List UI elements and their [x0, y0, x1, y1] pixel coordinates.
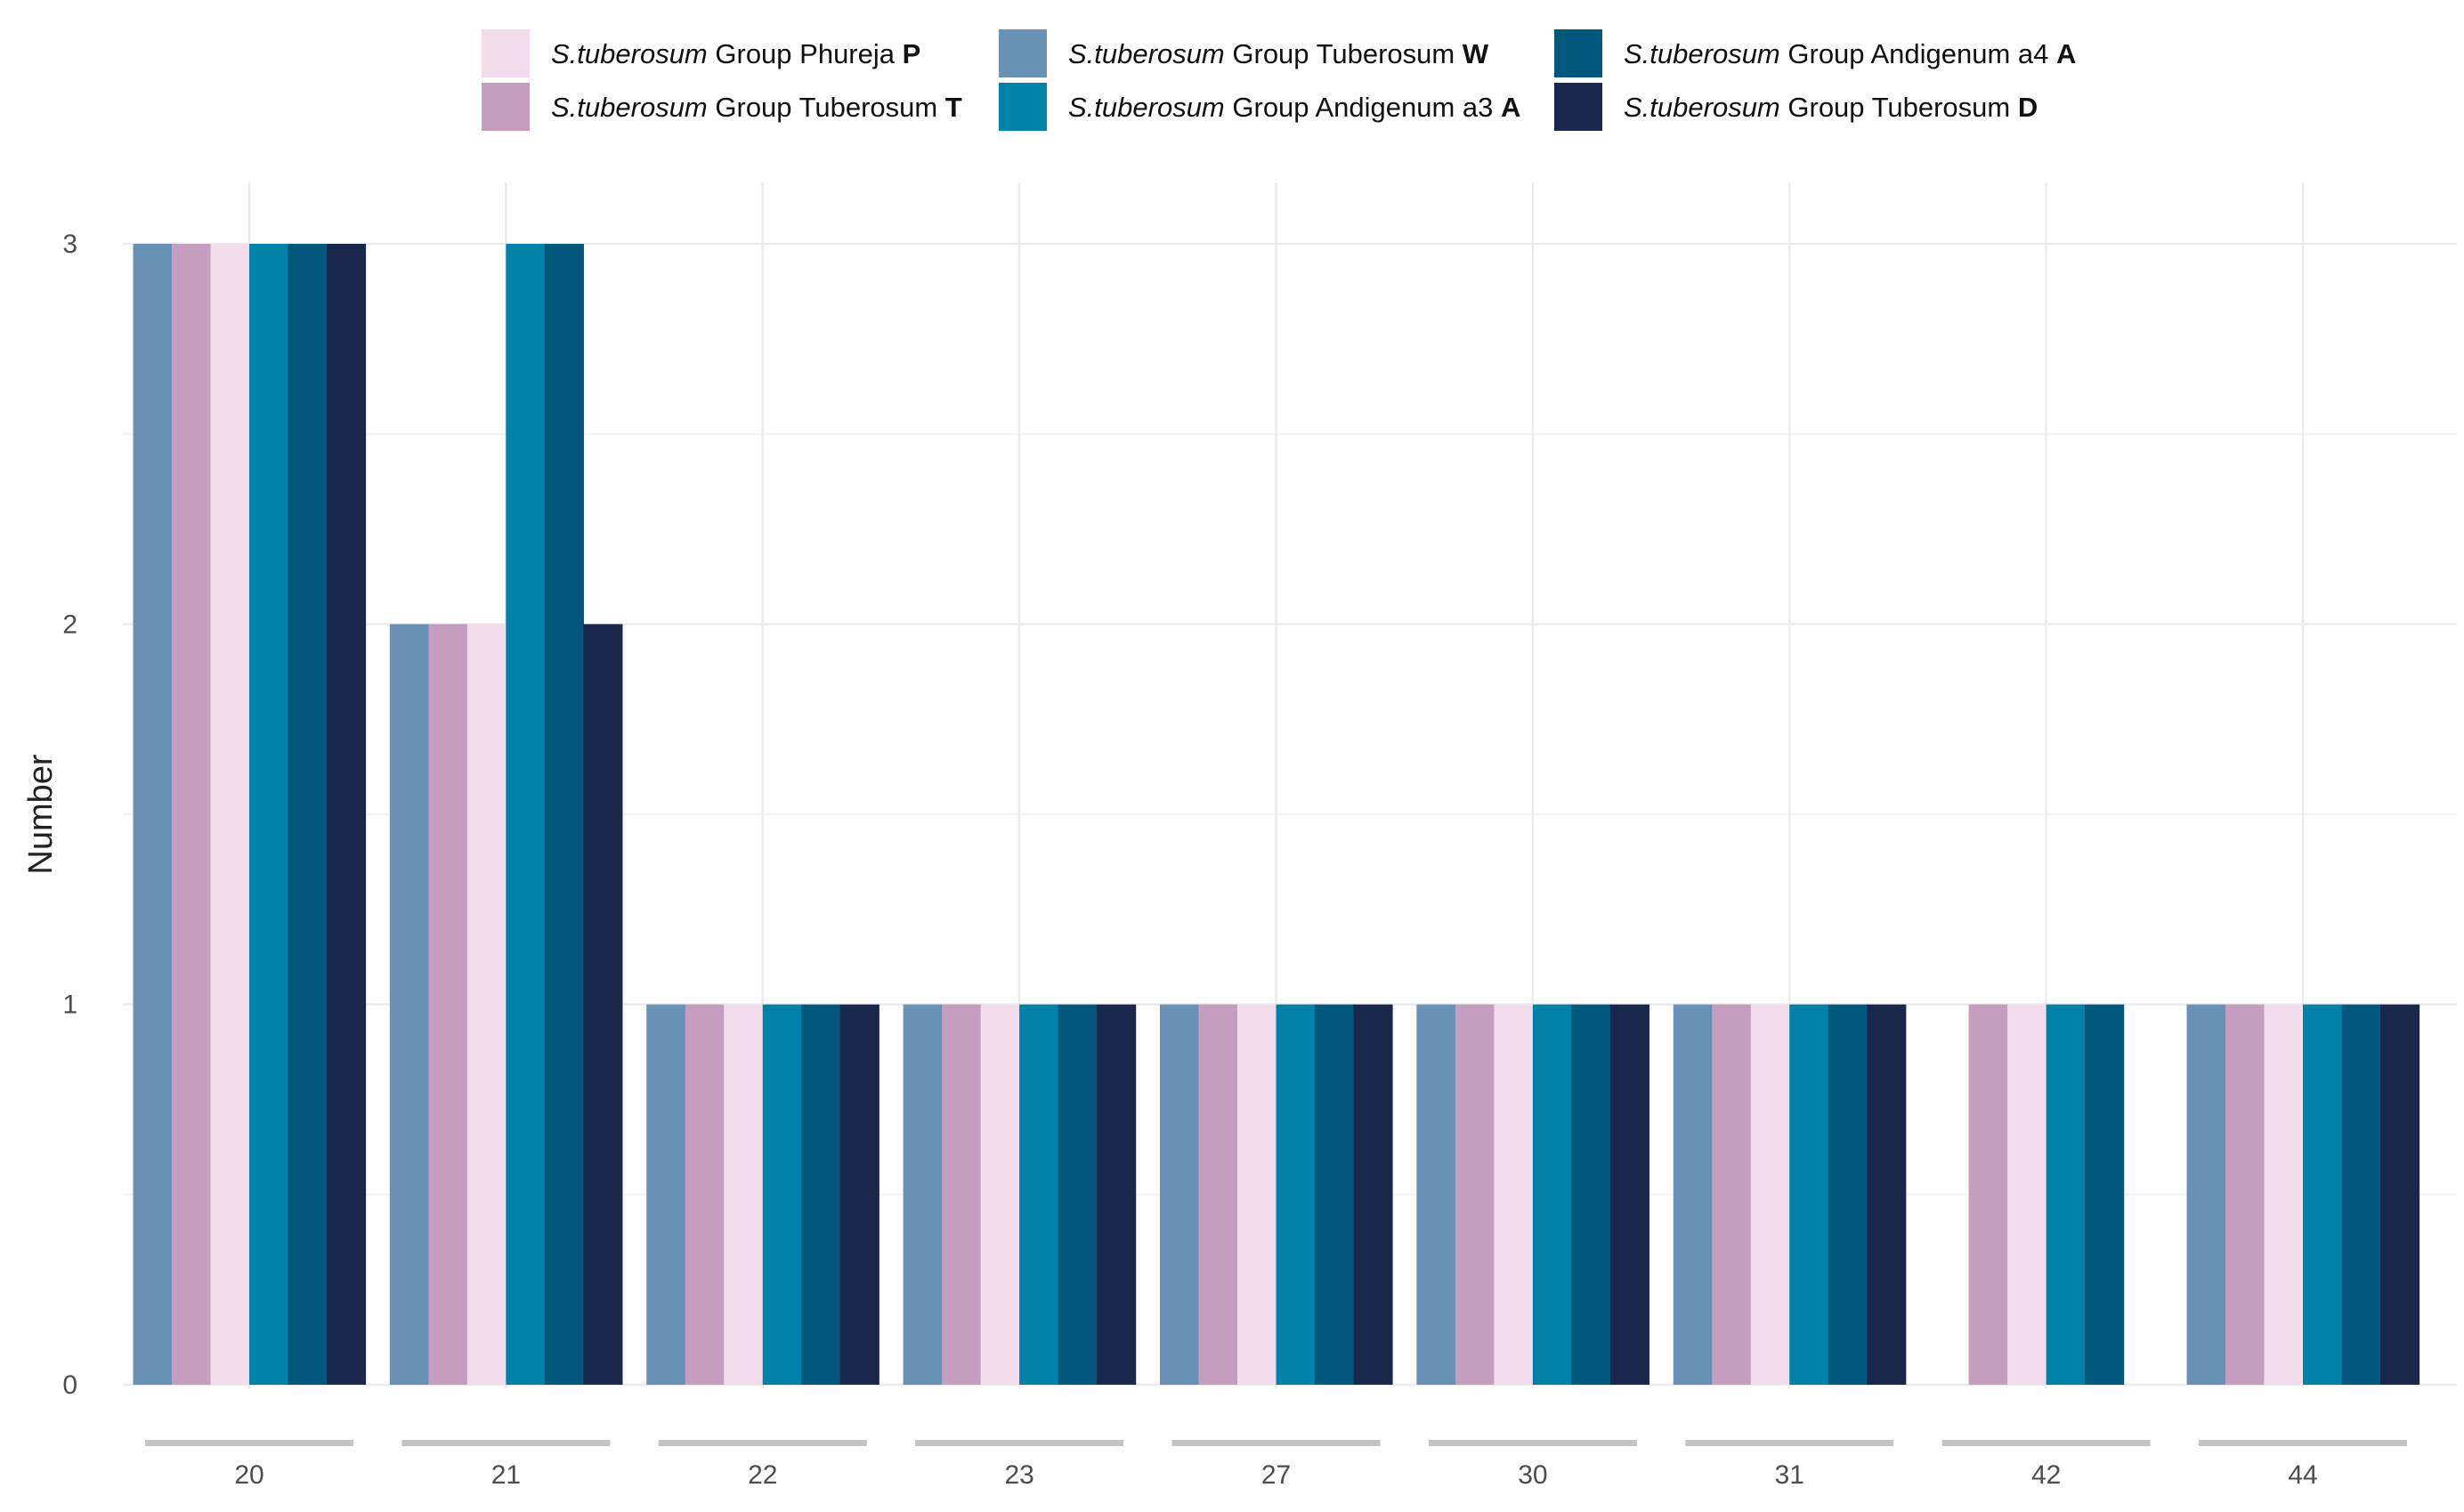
bar-D-44 — [2380, 1004, 2420, 1385]
bar-W-22 — [646, 1004, 686, 1385]
x-tick-label: 42 — [2031, 1460, 2061, 1490]
legend-key-P — [482, 29, 530, 77]
bar-A4-21 — [544, 244, 584, 1385]
bar-D-20 — [327, 244, 367, 1385]
bar-A4-22 — [801, 1004, 841, 1385]
x-category-bracket — [145, 1440, 353, 1446]
bar-P-22 — [724, 1004, 764, 1385]
bar-A4-27 — [1315, 1004, 1355, 1385]
x-tick-label: 44 — [2288, 1460, 2317, 1490]
bar-P-42 — [2007, 1004, 2047, 1385]
y-tick-label: 0 — [62, 1371, 77, 1400]
bar-W-20 — [133, 244, 173, 1385]
bar-W-30 — [1416, 1004, 1456, 1385]
bar-P-30 — [1494, 1004, 1534, 1385]
bar-A3-20 — [249, 244, 289, 1385]
bar-W-31 — [1673, 1004, 1713, 1385]
bar-A4-42 — [2085, 1004, 2125, 1385]
bar-P-23 — [980, 1004, 1020, 1385]
x-tick-label: 30 — [1518, 1460, 1547, 1490]
bar-T-23 — [942, 1004, 982, 1385]
x-tick-label: 31 — [1775, 1460, 1804, 1490]
x-category-bracket — [915, 1440, 1124, 1446]
bar-W-27 — [1160, 1004, 1200, 1385]
x-tick-label: 20 — [234, 1460, 263, 1490]
bar-P-21 — [466, 624, 507, 1385]
bar-T-31 — [1712, 1004, 1752, 1385]
legend-key-D — [1554, 83, 1602, 131]
x-category-bracket — [401, 1440, 611, 1446]
legend-key-T — [482, 83, 530, 131]
bar-A4-20 — [288, 244, 328, 1385]
bar-P-44 — [2264, 1004, 2304, 1385]
bar-D-21 — [583, 624, 623, 1385]
bar-A3-31 — [1789, 1004, 1829, 1385]
bar-D-22 — [839, 1004, 879, 1385]
y-axis-title: Number — [22, 754, 60, 874]
x-tick-label: 22 — [748, 1460, 777, 1490]
bar-T-22 — [685, 1004, 725, 1385]
legend-label-A3: S.tuberosum Group Andigenum a3 A — [1068, 92, 1520, 123]
bar-A4-31 — [1828, 1004, 1868, 1385]
y-tick-label: 3 — [62, 230, 77, 259]
x-category-bracket — [1428, 1440, 1637, 1446]
legend-label-W: S.tuberosum Group Tuberosum W — [1068, 38, 1489, 69]
bar-T-21 — [428, 624, 468, 1385]
legend-key-A3 — [999, 83, 1047, 131]
y-tick-label: 1 — [62, 990, 77, 1020]
bar-A3-22 — [762, 1004, 802, 1385]
bar-D-27 — [1353, 1004, 1393, 1385]
x-category-bracket — [1171, 1440, 1381, 1446]
legend-label-A4: S.tuberosum Group Andigenum a4 A — [1624, 38, 2076, 69]
bar-A3-42 — [2046, 1004, 2086, 1385]
x-category-bracket — [1941, 1440, 2151, 1446]
bar-W-44 — [2186, 1004, 2226, 1385]
bar-T-27 — [1198, 1004, 1238, 1385]
x-category-bracket — [2199, 1440, 2407, 1446]
legend-label-P: S.tuberosum Group Phureja P — [551, 38, 920, 69]
bar-A3-23 — [1019, 1004, 1059, 1385]
bar-A4-30 — [1571, 1004, 1611, 1385]
x-category-bracket — [658, 1440, 867, 1446]
bar-T-42 — [1968, 1004, 2008, 1385]
bar-A4-44 — [2341, 1004, 2381, 1385]
legend-label-D: S.tuberosum Group Tuberosum D — [1624, 92, 2038, 123]
legend-label-T: S.tuberosum Group Tuberosum T — [551, 92, 962, 123]
legend: S.tuberosum Group Phureja P S.tuberosum G… — [482, 29, 2076, 131]
x-category-bracket — [1685, 1440, 1894, 1446]
bar-D-31 — [1867, 1004, 1907, 1385]
bar-A4-23 — [1058, 1004, 1098, 1385]
bar-P-20 — [210, 244, 250, 1385]
y-tick-label: 2 — [62, 610, 77, 639]
bar-A3-30 — [1532, 1004, 1572, 1385]
x-tick-label: 23 — [1004, 1460, 1033, 1490]
x-tick-label: 27 — [1261, 1460, 1291, 1490]
bars — [133, 244, 2420, 1385]
bar-P-27 — [1237, 1004, 1277, 1385]
bar-W-21 — [389, 624, 429, 1385]
bar-T-20 — [172, 244, 212, 1385]
bar-P-31 — [1750, 1004, 1790, 1385]
x-tick-label: 21 — [491, 1460, 521, 1490]
legend-key-W — [999, 29, 1047, 77]
bar-D-23 — [1097, 1004, 1137, 1385]
bar-W-23 — [903, 1004, 943, 1385]
bar-T-30 — [1455, 1004, 1495, 1385]
bar-A3-27 — [1276, 1004, 1316, 1385]
bar-A3-44 — [2303, 1004, 2343, 1385]
bar-A3-21 — [506, 244, 546, 1385]
bar-T-44 — [2225, 1004, 2265, 1385]
legend-key-A4 — [1554, 29, 1602, 77]
bar-D-30 — [1609, 1004, 1649, 1385]
